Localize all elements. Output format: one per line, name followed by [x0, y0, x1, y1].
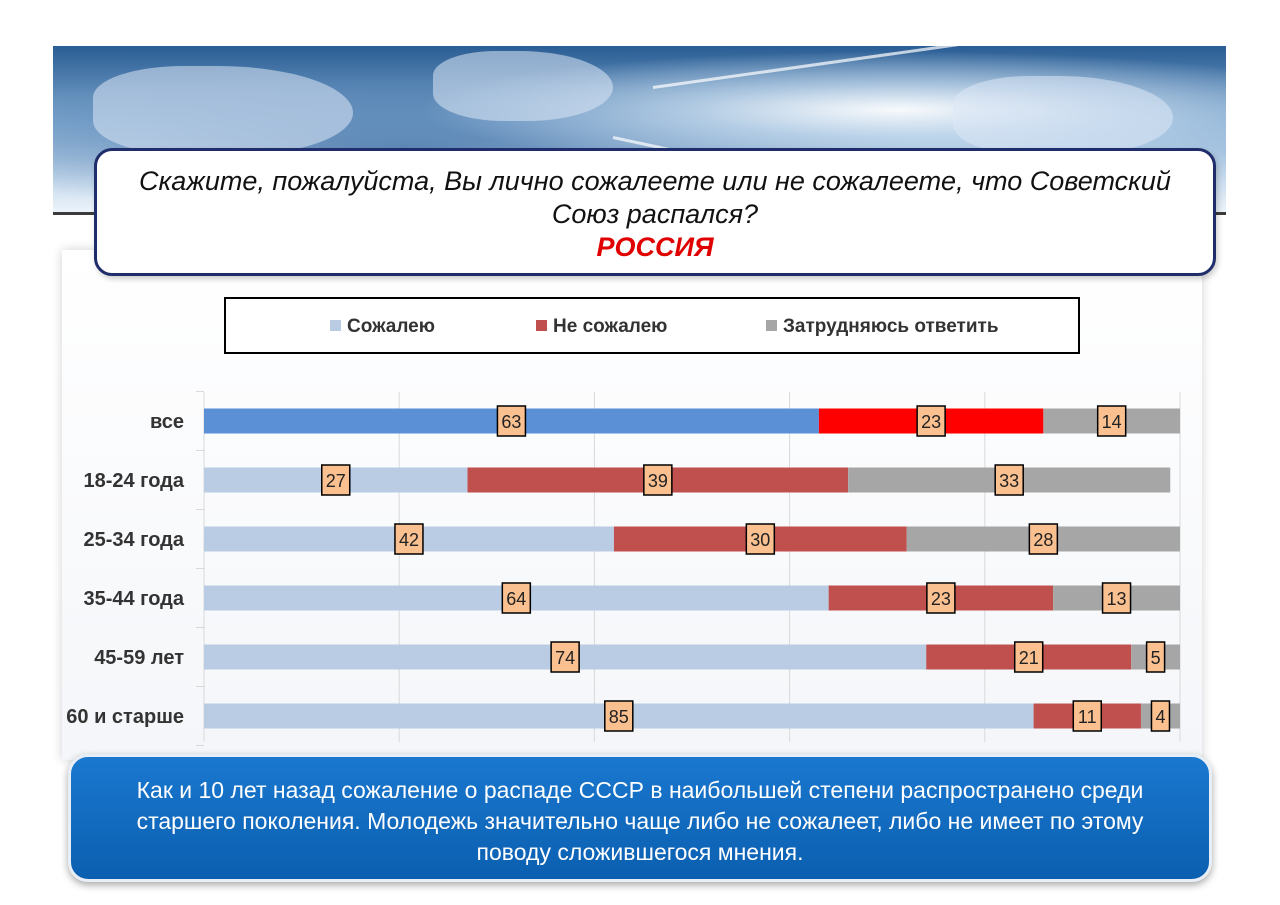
data-label-s2-r1: 33	[999, 471, 1019, 491]
data-label-s2-r3: 13	[1107, 589, 1127, 609]
data-label-box-s2-r3	[1101, 582, 1132, 614]
data-label-box-s2-r0	[1096, 405, 1127, 437]
data-label-box-s2-r5	[1150, 700, 1171, 732]
data-label-box-s0-r1	[321, 464, 351, 496]
data-label-box-s1-r3	[926, 582, 956, 614]
data-label-s2-r0: 14	[1102, 412, 1122, 432]
category-label-1: 18-24 года	[83, 470, 184, 492]
data-label-box-s1-r4	[1013, 641, 1044, 673]
legend-swatch-hard	[766, 320, 777, 331]
category-label-4: 45-59 лет	[94, 647, 184, 669]
data-label-box-s2-r2	[1028, 523, 1059, 555]
data-label-box-s1-r5	[1072, 700, 1103, 732]
data-label-s0-r3: 64	[506, 589, 526, 609]
legend: Сожалею Не сожалею Затрудняюсь ответить	[224, 297, 1080, 354]
legend-item-no-regret: Не сожалею	[536, 316, 667, 338]
category-label-2: 25-34 года	[83, 529, 184, 551]
data-label-box-s0-r5	[604, 700, 634, 732]
data-label-s1-r1: 39	[648, 471, 668, 491]
data-label-s1-r3: 23	[931, 589, 951, 609]
category-label-5: 60 и старше	[66, 706, 184, 728]
legend-label-hard: Затрудняюсь ответить	[783, 316, 999, 337]
summary-box: Как и 10 лет назад сожаление о распаде С…	[68, 754, 1212, 882]
category-label-0: все	[150, 411, 184, 433]
question-box: Скажите, пожалуйста, Вы лично сожалеете …	[94, 148, 1216, 276]
question-text: Скажите, пожалуйста, Вы лично сожалеете …	[139, 166, 1171, 229]
data-label-s1-r5: 11	[1078, 707, 1097, 727]
data-label-s0-r2: 42	[399, 530, 419, 550]
data-label-s0-r4: 74	[555, 648, 575, 668]
data-label-s2-r2: 28	[1033, 530, 1053, 550]
data-label-box-s1-r0	[916, 405, 946, 437]
data-label-s1-r0: 23	[921, 412, 941, 432]
data-label-box-s0-r0	[496, 405, 527, 437]
legend-item-regret: Сожалею	[330, 316, 435, 338]
legend-item-hard: Затрудняюсь ответить	[766, 316, 999, 338]
category-label-3: 35-44 года	[83, 588, 184, 610]
data-label-box-s1-r1	[643, 464, 673, 496]
data-label-s0-r1: 27	[326, 471, 346, 491]
data-label-box-s0-r4	[550, 641, 580, 673]
data-label-box-s2-r4	[1145, 641, 1166, 673]
data-label-s0-r5: 85	[609, 707, 629, 727]
country-label: РОССИЯ	[596, 232, 714, 262]
data-label-box-s0-r3	[501, 582, 532, 614]
data-label-s1-r4: 21	[1019, 648, 1039, 668]
legend-swatch-regret	[330, 320, 341, 331]
data-label-box-s1-r2	[745, 523, 776, 555]
data-label-s1-r2: 30	[750, 530, 770, 550]
legend-label-no-regret: Не сожалею	[553, 316, 668, 337]
legend-label-regret: Сожалею	[347, 316, 435, 337]
data-label-s2-r5: 4	[1155, 707, 1165, 727]
data-label-s2-r4: 5	[1151, 648, 1161, 668]
data-label-box-s2-r1	[994, 464, 1024, 496]
summary-text: Как и 10 лет назад сожаление о распаде С…	[136, 777, 1144, 865]
data-label-box-s0-r2	[394, 523, 424, 555]
data-label-s0-r0: 63	[501, 412, 521, 432]
legend-swatch-no-regret	[536, 320, 547, 331]
